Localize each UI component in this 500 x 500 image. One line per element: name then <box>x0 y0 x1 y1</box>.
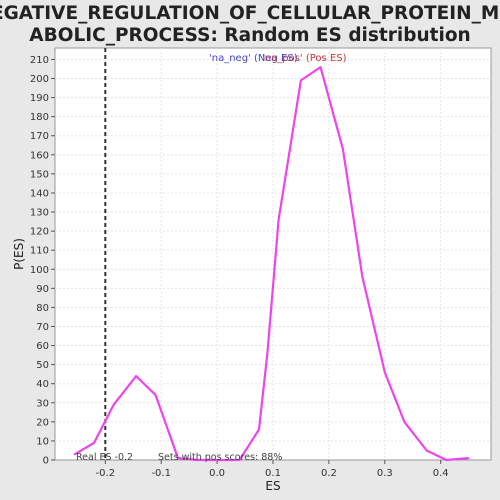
data-point <box>73 453 76 456</box>
legend-entry-pos: 'na_pos' (Pos ES) <box>262 53 347 64</box>
y-tick-label: 190 <box>30 93 49 104</box>
chart-title-line-2: ABOLIC_PROCESS: Random ES distribution <box>29 25 470 46</box>
data-point <box>216 459 218 461</box>
data-point <box>112 403 115 406</box>
y-tick-label: 120 <box>30 227 49 238</box>
pos-scores-annotation: Sets with pos scores: 88% <box>158 452 282 463</box>
chart-title-line-1: NEGATIVE_REGULATION_OF_CELLULAR_PROTEIN_… <box>0 3 500 24</box>
y-tick-label: 60 <box>36 341 49 352</box>
legend-entry-neg: 'na_neg' (Neg ES) <box>209 53 298 64</box>
y-axis-label: P(ES) <box>12 238 26 270</box>
y-tick-label: 100 <box>30 265 49 276</box>
x-tick-label: 0.1 <box>265 468 281 479</box>
y-tick-label: 30 <box>36 398 49 409</box>
y-tick-label: 50 <box>36 360 49 371</box>
y-tick-label: 40 <box>36 379 49 390</box>
y-tick-label: 90 <box>36 284 49 295</box>
y-tick-label: 80 <box>36 303 49 314</box>
data-point <box>403 421 406 423</box>
x-tick-label: 0.3 <box>377 468 393 479</box>
y-tick-label: 150 <box>30 169 49 180</box>
y-tick-label: 110 <box>30 246 49 257</box>
y-tick-label: 130 <box>30 208 49 219</box>
y-tick-label: 200 <box>30 74 49 85</box>
x-tick-label: 0.0 <box>209 468 225 479</box>
y-tick-label: 70 <box>36 322 49 333</box>
data-point <box>342 148 344 150</box>
x-tick-label: 0.2 <box>321 468 337 479</box>
data-point <box>135 375 137 377</box>
x-tick-label: 0.4 <box>433 468 449 479</box>
data-point <box>319 66 322 68</box>
data-point <box>361 276 364 278</box>
x-tick-label: -0.2 <box>96 468 116 479</box>
data-point <box>154 394 157 396</box>
data-point <box>277 218 280 221</box>
data-point <box>93 442 95 444</box>
data-point <box>467 457 470 459</box>
y-tick-label: 10 <box>36 436 49 447</box>
data-point <box>238 459 241 461</box>
data-point <box>425 449 428 452</box>
y-axis-ticks: 0 10 20 30 40 50 60 70 80 90 100 110 120 130 140 150 160… <box>30 55 55 467</box>
x-axis-label: ES <box>265 479 280 493</box>
y-tick-label: 180 <box>30 112 49 123</box>
y-tick-label: 0 <box>43 456 49 467</box>
data-point <box>445 459 448 461</box>
data-point <box>196 459 199 461</box>
data-point <box>383 371 386 374</box>
y-tick-label: 140 <box>30 188 49 199</box>
y-tick-label: 160 <box>30 150 49 161</box>
data-point <box>266 352 269 354</box>
y-tick-label: 170 <box>30 131 49 142</box>
data-point <box>177 457 179 459</box>
data-point <box>258 428 260 431</box>
series-layer <box>73 65 470 462</box>
y-tick-label: 210 <box>30 55 49 66</box>
y-tick-label: 20 <box>36 417 49 428</box>
x-tick-label: -0.1 <box>151 468 171 479</box>
data-point <box>300 79 302 82</box>
real-es-annotation: Real ES -0.2 <box>76 452 133 463</box>
x-axis-ticks: -0.2 -0.1 0.0 0.1 0.2 0.3 0.4 <box>96 460 449 479</box>
